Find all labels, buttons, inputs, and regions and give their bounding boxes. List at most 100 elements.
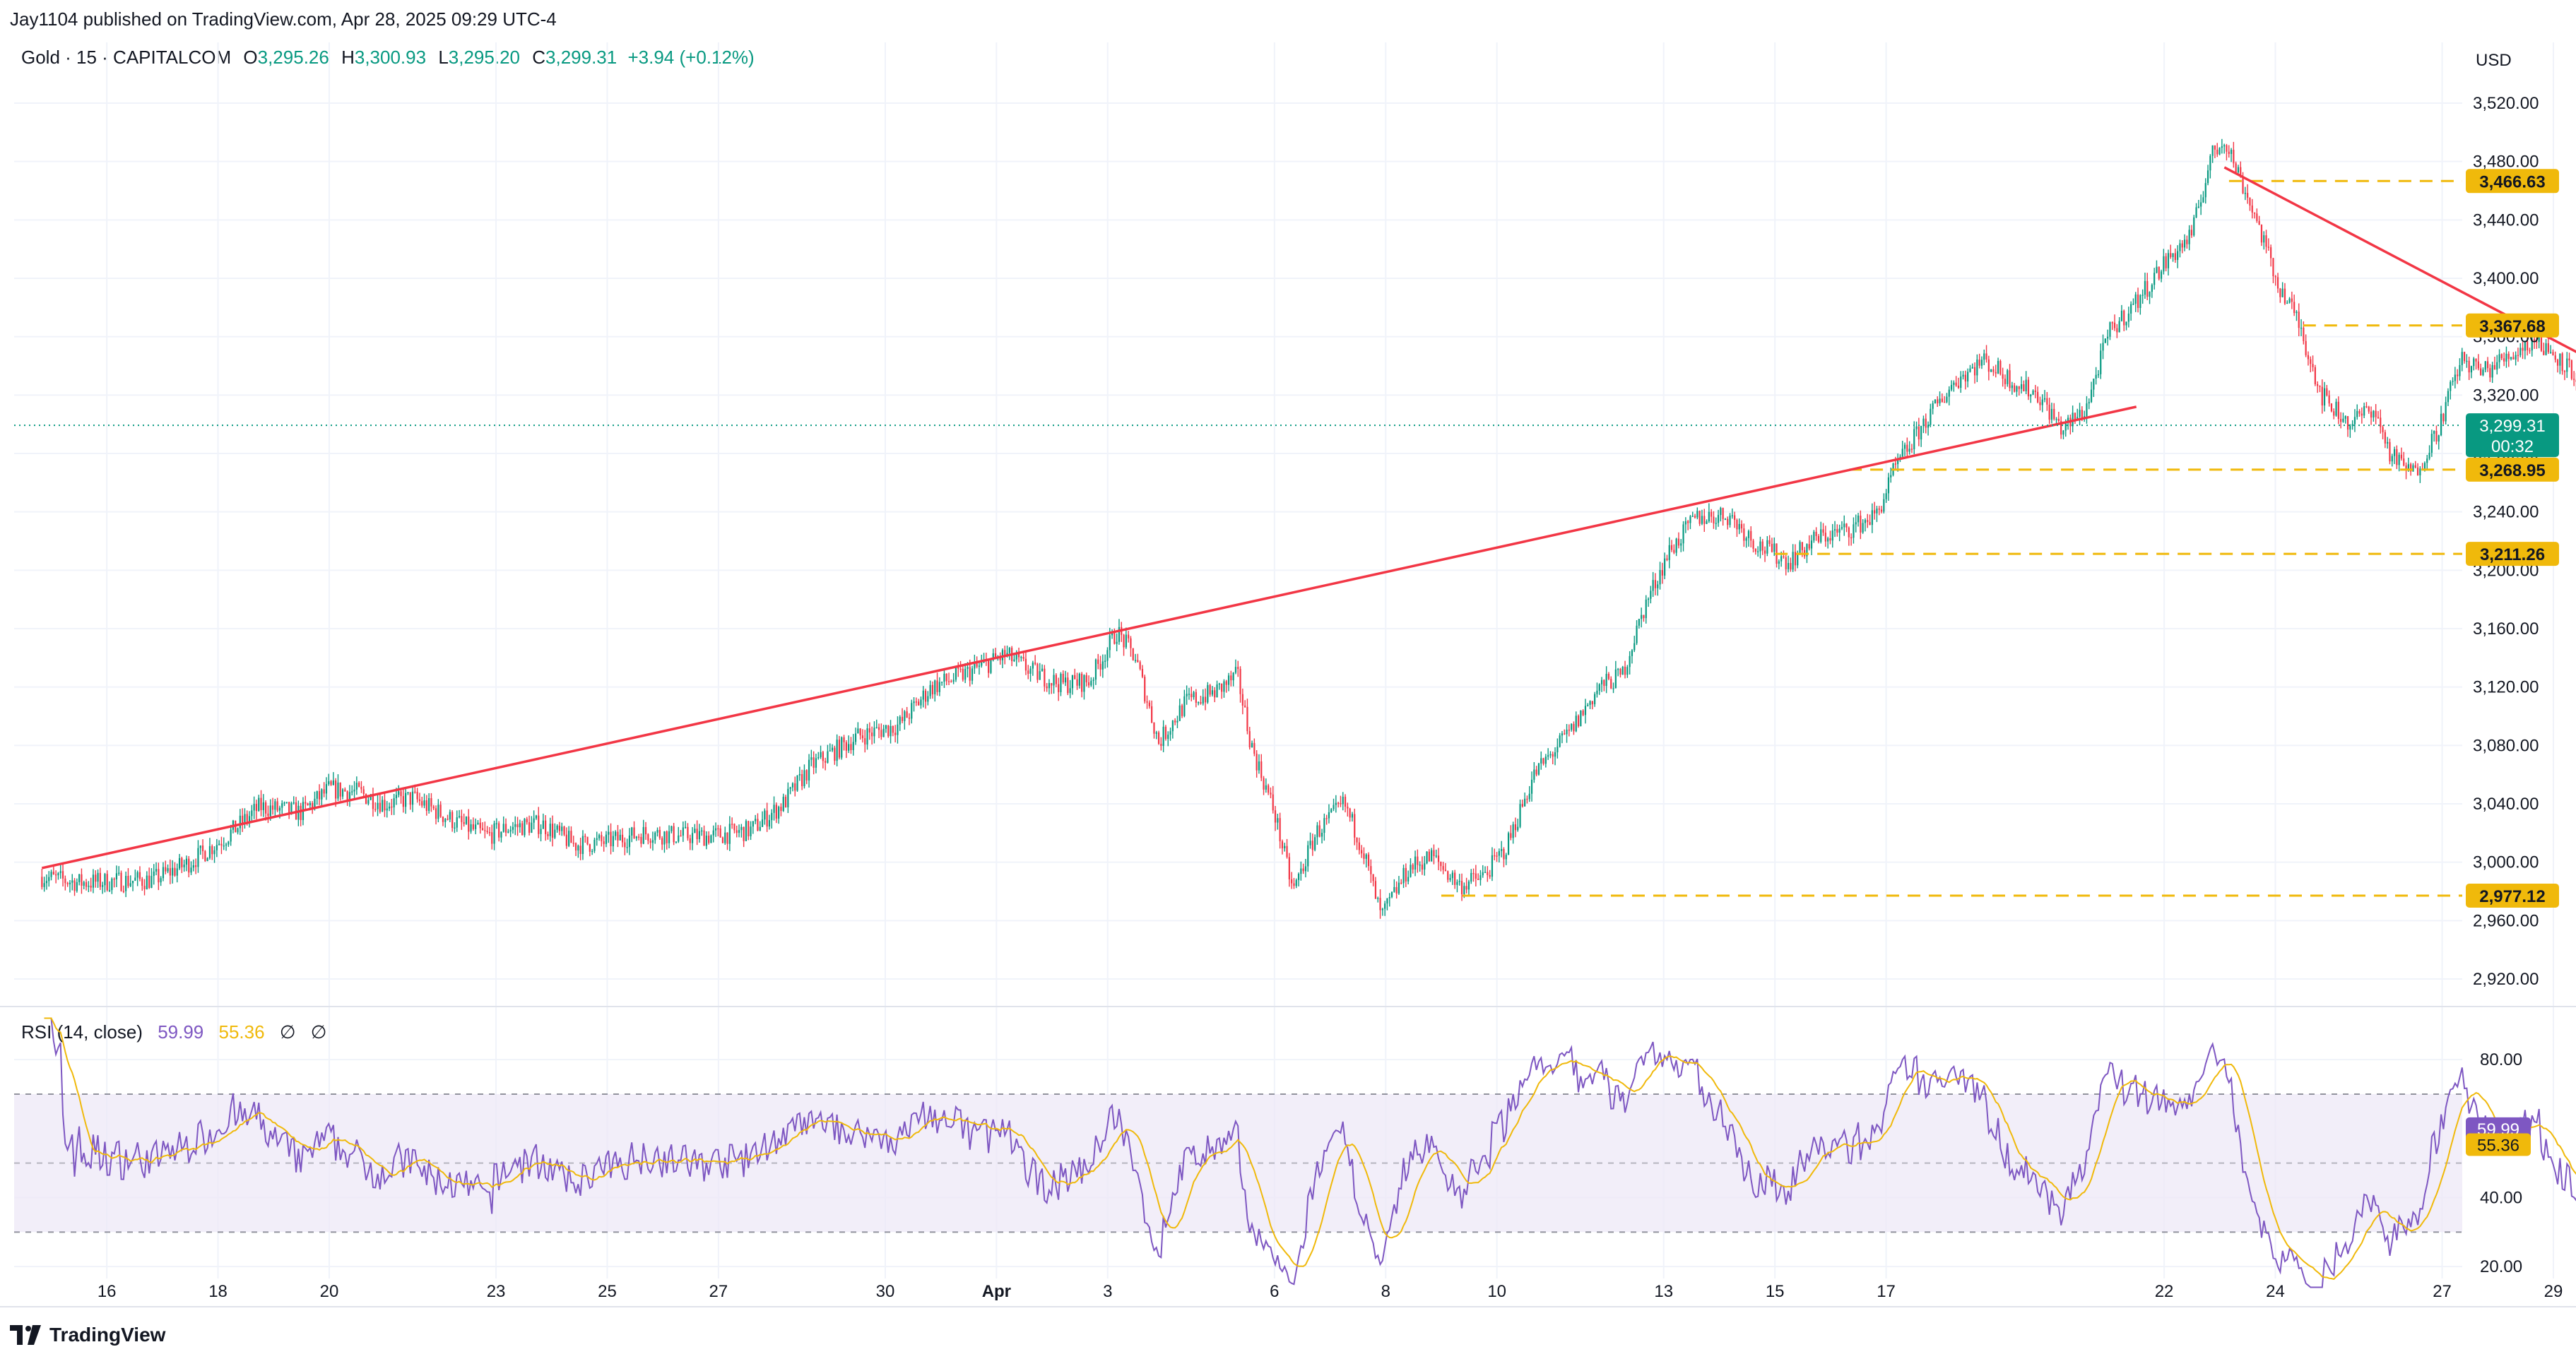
candle <box>2228 145 2230 158</box>
candle <box>108 881 111 892</box>
candle <box>1328 804 1330 824</box>
candle <box>162 862 165 882</box>
time-tick-label: 17 <box>1877 1282 1896 1301</box>
candle <box>1248 727 1251 750</box>
candle <box>1533 761 1535 783</box>
candle <box>495 818 497 829</box>
currency-label[interactable]: USD <box>2476 51 2512 70</box>
candle <box>617 825 619 848</box>
candle <box>388 802 391 812</box>
candle <box>155 862 158 876</box>
candle <box>265 800 267 821</box>
candle <box>2466 354 2468 368</box>
candle <box>169 859 171 884</box>
candle <box>418 793 421 806</box>
rsi-line[interactable] <box>44 1017 2576 1288</box>
candle <box>1598 683 1600 695</box>
candle <box>2193 215 2195 237</box>
price-axis[interactable]: 2,920.00 2,960.00 3,000.00 3,040.00 3,080.00… <box>2473 94 2539 989</box>
candle <box>512 821 514 834</box>
candle <box>1501 841 1503 857</box>
trendline-support[interactable] <box>41 405 2137 870</box>
candle <box>2293 295 2296 316</box>
candle <box>619 829 621 841</box>
candle <box>2258 215 2260 225</box>
candle <box>577 844 579 858</box>
candle <box>1507 831 1510 855</box>
candle <box>2510 357 2512 361</box>
candle <box>449 809 451 823</box>
candle <box>1426 850 1428 865</box>
candle <box>570 826 572 843</box>
candle <box>1976 354 1978 382</box>
grid <box>14 42 2554 1278</box>
candle <box>1664 552 1666 579</box>
candle <box>1198 701 1200 706</box>
candle <box>188 856 190 878</box>
candle <box>2153 268 2156 290</box>
level-tag: 2,977.12 <box>2466 883 2559 908</box>
rsi-ma-line[interactable] <box>44 1017 2576 1281</box>
candle <box>1365 853 1367 868</box>
candle <box>271 797 274 815</box>
candle <box>773 796 775 821</box>
candle <box>125 871 127 898</box>
candle <box>1414 850 1417 877</box>
candle <box>428 793 430 814</box>
candle <box>2002 367 2004 387</box>
time-axis[interactable]: 16182023252730Apr3681013151722242729May4 <box>98 1282 2576 1301</box>
candle <box>752 821 754 834</box>
candle <box>1636 620 1638 646</box>
candle <box>2074 413 2076 425</box>
candle <box>1433 844 1435 865</box>
rsi-legend: RSI (14, close) 59.99 55.36 ∅ ∅ <box>21 1021 326 1043</box>
candle <box>1076 672 1078 690</box>
candle <box>841 736 843 760</box>
candle <box>1442 862 1444 874</box>
rsi-axis[interactable]: 20.00 40.00 80.00 <box>2480 1050 2522 1276</box>
candle <box>533 810 535 830</box>
candle <box>1101 654 1104 678</box>
candle <box>1729 513 1731 528</box>
candle <box>206 857 208 862</box>
candle <box>463 813 465 827</box>
candle <box>1987 355 1990 381</box>
candle <box>2116 324 2118 338</box>
candle <box>1887 473 1890 502</box>
candle <box>1241 688 1243 715</box>
candle <box>2468 356 2470 381</box>
candle <box>1202 689 1204 706</box>
tradingview-logo: TradingView <box>10 1324 165 1346</box>
candle <box>2387 437 2389 449</box>
candle <box>1374 877 1377 899</box>
candle <box>1395 881 1398 899</box>
candle <box>2050 403 2053 424</box>
candle <box>2328 390 2330 407</box>
candle <box>2011 381 2013 395</box>
candle <box>628 828 631 855</box>
candle <box>654 831 656 844</box>
candle <box>1062 670 1064 684</box>
candle <box>2200 194 2202 215</box>
candle <box>608 825 610 843</box>
candle <box>55 870 57 884</box>
candle <box>1155 730 1157 740</box>
candle <box>325 777 328 800</box>
time-tick-label: 30 <box>876 1282 895 1301</box>
time-tick-label: 20 <box>320 1282 339 1301</box>
candle <box>514 816 516 836</box>
candle <box>2433 430 2435 442</box>
candle <box>589 843 591 857</box>
candle <box>134 870 136 882</box>
candle <box>1824 526 1826 547</box>
symbol-name[interactable]: Gold · 15 · CAPITALCOM <box>21 47 232 68</box>
candle <box>542 813 544 829</box>
candle <box>931 681 934 699</box>
candle <box>1913 421 1915 455</box>
candle <box>682 821 684 842</box>
candle <box>1960 371 1962 393</box>
candle <box>726 832 728 850</box>
candle <box>568 826 570 848</box>
rsi-title[interactable]: RSI (14, close) <box>21 1021 143 1043</box>
